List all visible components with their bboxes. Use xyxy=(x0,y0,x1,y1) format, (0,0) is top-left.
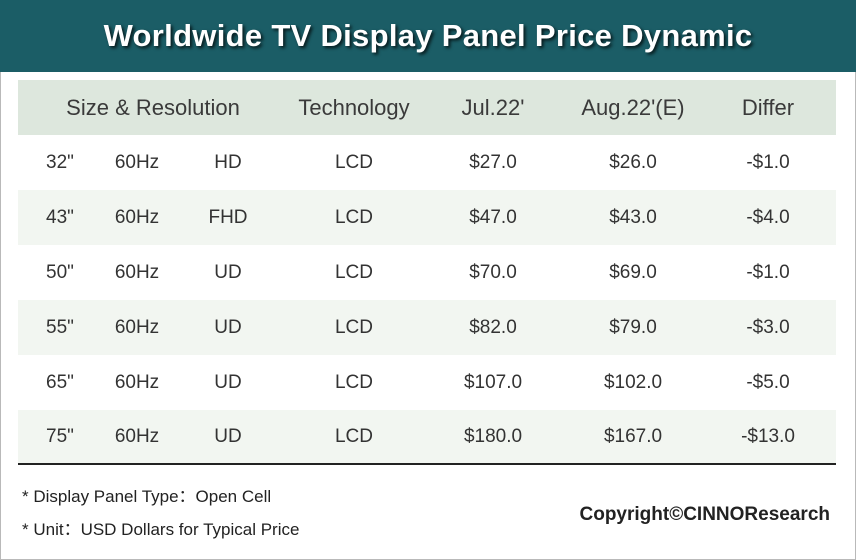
header-size-resolution: Size & Resolution xyxy=(66,94,240,120)
cell-refresh: 60Hz xyxy=(114,151,160,173)
cell-size: 50" xyxy=(46,261,74,283)
cell-refresh: 60Hz xyxy=(114,425,160,447)
cell-size: 55" xyxy=(46,316,74,338)
table-row: 65" 60Hz UD LCD $107.0 $102.0 -$5.0 xyxy=(18,355,836,410)
cell-differ: -$3.0 xyxy=(746,316,790,338)
cell-refresh: 60Hz xyxy=(114,206,160,228)
cell-technology: LCD xyxy=(334,206,373,228)
title-bar: Worldwide TV Display Panel Price Dynamic xyxy=(0,0,856,72)
cell-resolution: FHD xyxy=(208,206,248,228)
cell-jul-price: $107.0 xyxy=(463,371,523,393)
page-title: Worldwide TV Display Panel Price Dynamic xyxy=(103,18,753,53)
cell-aug-price: $102.0 xyxy=(603,371,663,393)
cell-technology: LCD xyxy=(334,371,373,393)
note-panel-type: * Display Panel Type：Open Cell xyxy=(22,487,272,506)
cell-technology: LCD xyxy=(334,151,373,173)
cell-resolution: UD xyxy=(214,425,242,447)
cell-aug-price: $69.0 xyxy=(609,261,657,283)
header-jul: Jul.22' xyxy=(461,94,525,120)
cell-resolution: UD xyxy=(214,316,242,338)
cell-differ: -$13.0 xyxy=(741,425,795,447)
cell-technology: LCD xyxy=(334,316,373,338)
cell-resolution: UD xyxy=(214,261,242,283)
copyright: Copyright©CINNOResearch xyxy=(579,504,831,525)
cell-jul-price: $82.0 xyxy=(469,316,517,338)
cell-refresh: 60Hz xyxy=(114,261,160,283)
cell-aug-price: $167.0 xyxy=(603,425,663,447)
cell-jul-price: $27.0 xyxy=(469,151,517,173)
table-row: 75" 60Hz UD LCD $180.0 $167.0 -$13.0 xyxy=(18,410,836,465)
cell-differ: -$4.0 xyxy=(746,206,790,228)
cell-aug-price: $79.0 xyxy=(609,316,657,338)
header-differ: Differ xyxy=(741,94,795,120)
table-row: 50" 60Hz UD LCD $70.0 $69.0 -$1.0 xyxy=(18,245,836,300)
cell-technology: LCD xyxy=(334,425,373,447)
cell-differ: -$1.0 xyxy=(746,261,790,283)
cell-refresh: 60Hz xyxy=(114,316,160,338)
cell-aug-price: $26.0 xyxy=(609,151,657,173)
cell-resolution: UD xyxy=(214,371,242,393)
header-aug: Aug.22'(E) xyxy=(581,94,685,120)
table-header-row: Size & Resolution Technology Jul.22' Aug… xyxy=(18,80,836,135)
cell-refresh: 60Hz xyxy=(114,371,160,393)
cell-jul-price: $70.0 xyxy=(469,261,517,283)
table-row: 55" 60Hz UD LCD $82.0 $79.0 -$3.0 xyxy=(18,300,836,355)
cell-size: 65" xyxy=(46,371,74,393)
cell-technology: LCD xyxy=(334,261,373,283)
cell-resolution: HD xyxy=(214,151,242,173)
note-unit: * Unit：USD Dollars for Typical Price xyxy=(22,520,300,539)
price-table: Size & Resolution Technology Jul.22' Aug… xyxy=(18,80,836,465)
table-body: 32" 60Hz HD LCD $27.0 $26.0 -$1.0 43" 60Hz FHD LCD… xyxy=(18,135,836,465)
cell-size: 32" xyxy=(46,151,74,173)
cell-size: 75" xyxy=(46,425,74,447)
table-row: 43" 60Hz FHD LCD $47.0 $43.0 -$4.0 xyxy=(18,190,836,245)
cell-jul-price: $47.0 xyxy=(469,206,517,228)
cell-jul-price: $180.0 xyxy=(463,425,523,447)
header-technology: Technology xyxy=(298,94,410,120)
cell-size: 43" xyxy=(46,206,74,228)
cell-differ: -$5.0 xyxy=(746,371,790,393)
cell-differ: -$1.0 xyxy=(746,151,790,173)
cell-aug-price: $43.0 xyxy=(609,206,657,228)
notes: * Display Panel Type：Open Cell * Unit：US… xyxy=(22,484,299,550)
table-row: 32" 60Hz HD LCD $27.0 $26.0 -$1.0 xyxy=(18,135,836,190)
